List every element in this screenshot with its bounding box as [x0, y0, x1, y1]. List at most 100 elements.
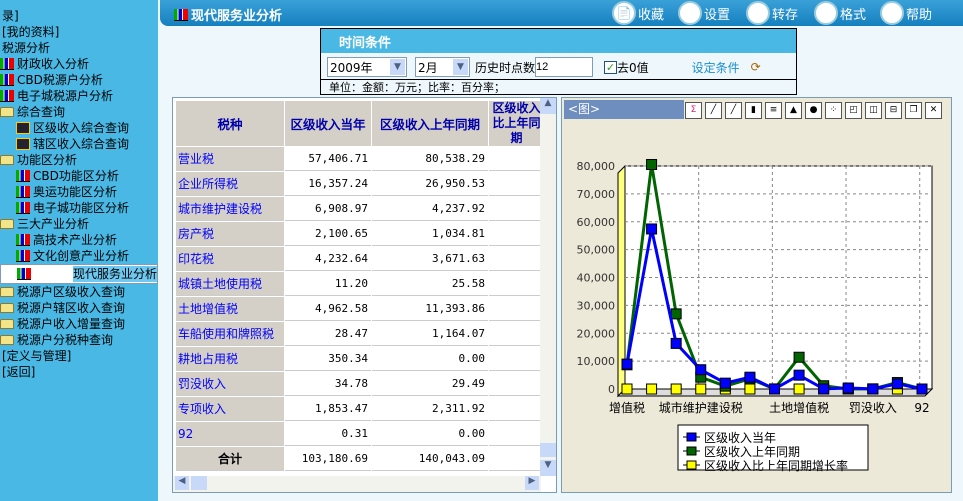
sidebar-item[interactable]: 税源户分税种查询: [0, 332, 158, 348]
scroll-down-icon[interactable]: ▼: [540, 460, 556, 476]
tax-type-link[interactable]: 城镇土地使用税: [176, 272, 284, 296]
data-point: [867, 383, 879, 395]
total-prev: 140,043.09: [372, 447, 488, 471]
scroll-up-icon[interactable]: ▲: [540, 98, 556, 114]
split-horizontal-icon[interactable]: ⊟: [885, 102, 902, 119]
sidebar-item[interactable]: 税源户收入增量查询: [0, 316, 158, 332]
data-point: [621, 358, 633, 370]
bar-chart-icon: [16, 250, 30, 262]
refresh-icon[interactable]: ⟳: [750, 60, 761, 74]
sidebar-item-label: 税源户收入增量查询: [17, 317, 126, 331]
pie-chart-icon[interactable]: ●: [805, 102, 822, 119]
history-points-input[interactable]: [535, 57, 594, 77]
sidebar-item-label: 税源户区级收入查询: [17, 285, 126, 299]
sidebar-item[interactable]: 高技术产业分析: [0, 232, 158, 248]
prev-value: 80,538.29: [372, 147, 488, 171]
restore-icon[interactable]: ❐: [905, 102, 922, 119]
sidebar-item[interactable]: 辖区收入综合查询: [0, 136, 158, 152]
set-conditions-link[interactable]: 设定条件: [691, 60, 740, 75]
tax-type-link[interactable]: 车船使用和牌照税: [176, 322, 284, 346]
tax-type-link[interactable]: 专项收入: [176, 397, 284, 421]
sidebar-item[interactable]: CBD功能区分析: [0, 168, 158, 184]
format-button[interactable]: ↻ 格式: [814, 1, 866, 25]
scroll-left-icon[interactable]: ◀: [175, 476, 189, 490]
tax-type-link[interactable]: 城市维护建设税: [176, 197, 284, 221]
tax-type-link[interactable]: 92: [176, 422, 284, 446]
sum-icon[interactable]: Σ: [685, 102, 702, 119]
folder-icon: [0, 155, 14, 165]
scatter-icon[interactable]: ⁘: [825, 102, 842, 119]
total-label: 合计: [176, 447, 284, 471]
table-row: 罚没收入 34.78 29.49: [176, 372, 544, 396]
tax-type-link[interactable]: 土地增值税: [176, 297, 284, 321]
bar-chart-icon: [16, 202, 30, 214]
settings-button[interactable]: 🖥 设置: [678, 1, 730, 25]
col-header-growth: 区级收入比上年同期: [489, 101, 544, 146]
growth-value: [489, 172, 544, 196]
sidebar-item[interactable]: 功能区分析: [0, 152, 158, 168]
sidebar-item[interactable]: 税源户辖区收入查询: [0, 300, 158, 316]
close-icon[interactable]: ✕: [925, 102, 942, 119]
favorite-button[interactable]: 📄 收藏: [612, 1, 664, 25]
legend-label: 区级收入上年同期: [704, 445, 800, 459]
sidebar-item[interactable]: 现代服务业分析: [0, 264, 158, 284]
table-row: 企业所得税 16,357.24 26,950.53: [176, 172, 544, 196]
sidebar-item[interactable]: 税源户区级收入查询: [0, 284, 158, 300]
save-as-button[interactable]: ✎ 转存: [746, 1, 798, 25]
year-select[interactable]: 2009年 ▼: [327, 57, 407, 77]
sidebar-item[interactable]: [返回]: [0, 364, 158, 380]
folder-icon: [0, 107, 14, 117]
split-vertical-icon[interactable]: ◫: [865, 102, 882, 119]
data-point: [842, 382, 854, 394]
sidebar-item[interactable]: 综合查询: [0, 104, 158, 120]
x-tick-label: 增值税: [609, 400, 645, 415]
sidebar-item[interactable]: [定义与管理]: [0, 348, 158, 364]
horizontal-scrollbar[interactable]: ◀ ▶: [173, 476, 541, 492]
line-icon[interactable]: ╱: [725, 102, 742, 119]
sidebar-item[interactable]: 三大产业分析: [0, 216, 158, 232]
scroll-thumb-h[interactable]: [191, 476, 207, 490]
scroll-thumb[interactable]: [540, 443, 556, 457]
bar-chart-icon: [0, 74, 14, 86]
total-current: 103,180.69: [285, 447, 371, 471]
prev-value: 4,237.92: [372, 197, 488, 221]
tax-type-link[interactable]: 企业所得税: [176, 172, 284, 196]
table-row: 城市维护建设税 6,908.97 4,237.92: [176, 197, 544, 221]
sidebar-item[interactable]: 奥运功能区分析: [0, 184, 158, 200]
tax-type-link[interactable]: 房产税: [176, 222, 284, 246]
tax-type-link[interactable]: 营业税: [176, 147, 284, 171]
layout-icon[interactable]: ◰: [845, 102, 862, 119]
sidebar-item[interactable]: [我的资料]: [0, 24, 158, 40]
hbar-chart-icon[interactable]: ≡: [765, 102, 782, 119]
sidebar-item[interactable]: 电子城功能区分析: [0, 200, 158, 216]
line-chart-icon[interactable]: ╱: [705, 102, 722, 119]
remove-zero-checkbox[interactable]: ✓: [604, 60, 618, 74]
tax-type-link[interactable]: 印花税: [176, 247, 284, 271]
sidebar-item[interactable]: 财政收入分析: [0, 56, 158, 72]
grid-query-icon: [16, 138, 30, 150]
help-button[interactable]: ✓ 帮助: [880, 1, 932, 25]
x-tick-label: 城市维护建设税: [659, 400, 743, 415]
settings-icon: 🖥: [678, 1, 702, 25]
prev-value: 11,393.86: [372, 297, 488, 321]
sidebar-item[interactable]: 录]: [0, 8, 158, 24]
sidebar-item[interactable]: 电子城税源户分析: [0, 88, 158, 104]
data-point: [916, 383, 928, 395]
data-point: [719, 377, 731, 389]
data-point: [695, 364, 707, 376]
sidebar-item[interactable]: CBD税源户分析: [0, 72, 158, 88]
tax-type-link[interactable]: 罚没收入: [176, 372, 284, 396]
bar-chart-icon[interactable]: ▮: [745, 102, 762, 119]
sidebar-item-label: 电子城功能区分析: [33, 201, 130, 215]
tax-type-link[interactable]: 耕地占用税: [176, 347, 284, 371]
sidebar-item[interactable]: 区级收入综合查询: [0, 120, 158, 136]
sidebar-item[interactable]: 文化创意产业分析: [0, 248, 158, 264]
sidebar-item[interactable]: 税源分析: [0, 40, 158, 56]
vertical-scrollbar[interactable]: ▲ ▼: [540, 98, 556, 476]
scroll-right-icon[interactable]: ▶: [525, 476, 539, 490]
current-value: 11.20: [285, 272, 371, 296]
month-select[interactable]: 2月 ▼: [415, 57, 470, 77]
area-chart-icon[interactable]: ▲: [785, 102, 802, 119]
y-tick-label: 60,000: [577, 216, 616, 229]
bar-chart-icon: [17, 268, 31, 280]
